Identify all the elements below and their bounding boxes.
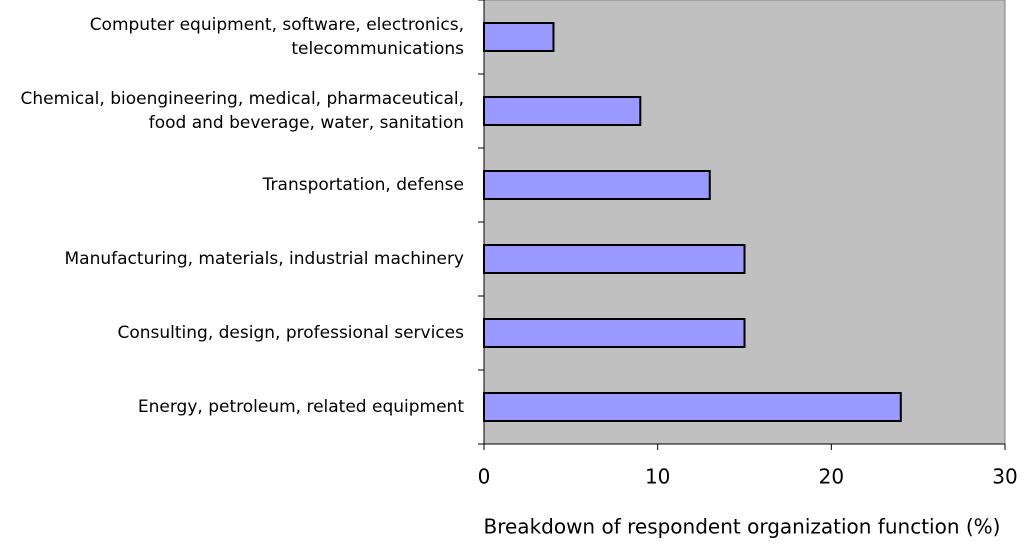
category-label: Energy, petroleum, related equipment (138, 397, 464, 417)
bar (483, 22, 555, 52)
bar (483, 392, 902, 422)
bar (483, 170, 711, 200)
x-tick-label: 20 (819, 465, 844, 489)
category-label: Consulting, design, professional service… (117, 323, 464, 343)
category-label: Transportation, defense (262, 175, 464, 195)
x-axis-title: Breakdown of respondent organization fun… (484, 515, 1001, 539)
category-label: Chemical, bioengineering, medical, pharm… (21, 89, 464, 133)
plot-area (483, 0, 1006, 445)
bar (483, 318, 746, 348)
x-tick-label: 30 (992, 465, 1017, 489)
bar (483, 96, 642, 126)
x-tick-label: 10 (645, 465, 670, 489)
x-tick-label: 0 (478, 465, 491, 489)
bar (483, 244, 746, 274)
category-label: Manufacturing, materials, industrial mac… (65, 249, 464, 269)
category-label: Computer equipment, software, electronic… (90, 15, 464, 59)
